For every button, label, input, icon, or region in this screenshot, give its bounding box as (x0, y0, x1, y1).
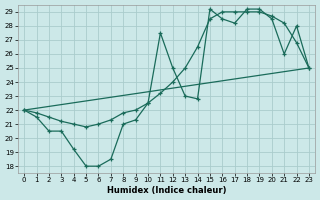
X-axis label: Humidex (Indice chaleur): Humidex (Indice chaleur) (107, 186, 226, 195)
